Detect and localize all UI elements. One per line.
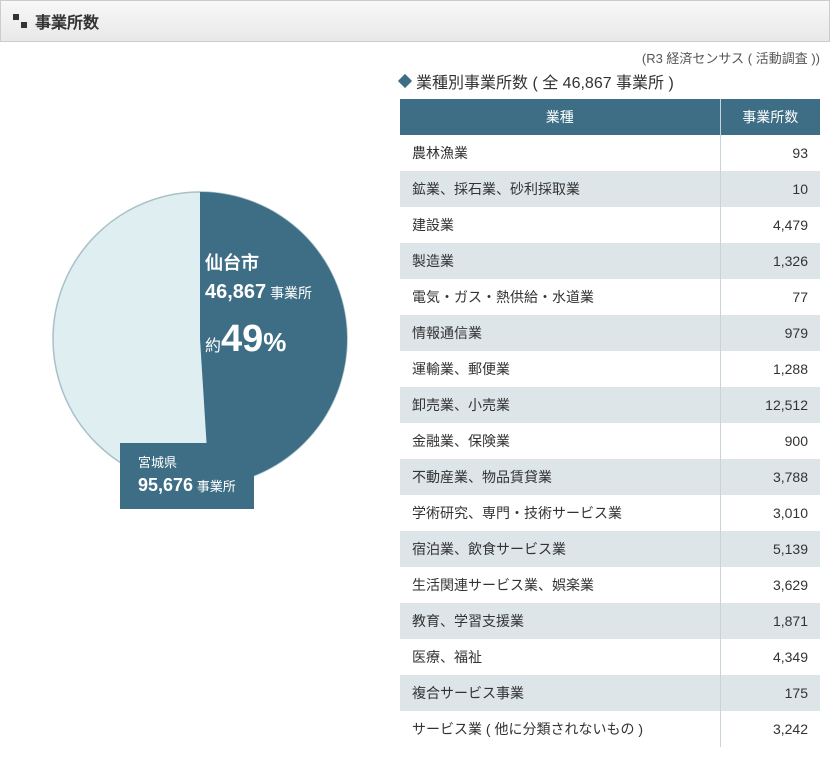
pref-name: 宮城県	[138, 453, 236, 473]
table-row: 医療、福祉4,349	[400, 639, 820, 675]
table-title: 業種別事業所数 ( 全 46,867 事業所 )	[400, 69, 820, 93]
cell-count: 1,288	[720, 351, 820, 387]
col-count: 事業所数	[720, 99, 820, 135]
table-row: 製造業1,326	[400, 243, 820, 279]
table-row: 金融業、保険業900	[400, 423, 820, 459]
cell-industry: 学術研究、専門・技術サービス業	[400, 495, 720, 531]
cell-count: 3,788	[720, 459, 820, 495]
cell-industry: 金融業、保険業	[400, 423, 720, 459]
cell-count: 1,871	[720, 603, 820, 639]
cell-industry: 医療、福祉	[400, 639, 720, 675]
cell-industry: 農林漁業	[400, 135, 720, 171]
table-row: 生活関連サービス業、娯楽業3,629	[400, 567, 820, 603]
cell-industry: 不動産業、物品賃貸業	[400, 459, 720, 495]
source-note: (R3 経済センサス ( 活動調査 ))	[0, 42, 830, 69]
table-row: 不動産業、物品賃貸業3,788	[400, 459, 820, 495]
table-row: 情報通信業979	[400, 315, 820, 351]
cell-industry: 鉱業、採石業、砂利採取業	[400, 171, 720, 207]
pie-city-name: 仙台市	[205, 249, 345, 275]
pie-panel: 仙台市 46,867 事業所 約49% 宮城県 95,676 事業所	[10, 69, 390, 747]
cell-count: 3,010	[720, 495, 820, 531]
cell-count: 979	[720, 315, 820, 351]
cell-count: 12,512	[720, 387, 820, 423]
table-row: 運輸業、郵便業1,288	[400, 351, 820, 387]
table-row: 電気・ガス・熱供給・水道業77	[400, 279, 820, 315]
cell-count: 175	[720, 675, 820, 711]
cell-industry: 運輸業、郵便業	[400, 351, 720, 387]
cell-industry: 製造業	[400, 243, 720, 279]
cell-count: 900	[720, 423, 820, 459]
cell-count: 77	[720, 279, 820, 315]
cell-industry: 複合サービス事業	[400, 675, 720, 711]
table-row: 鉱業、採石業、砂利採取業10	[400, 171, 820, 207]
table-row: サービス業 ( 他に分類されないもの )3,242	[400, 711, 820, 747]
prefecture-box: 宮城県 95,676 事業所	[120, 443, 254, 510]
cell-industry: サービス業 ( 他に分類されないもの )	[400, 711, 720, 747]
cell-count: 10	[720, 171, 820, 207]
industry-table: 業種 事業所数 農林漁業93鉱業、採石業、砂利採取業10建設業4,479製造業1…	[400, 99, 820, 747]
cell-industry: 電気・ガス・熱供給・水道業	[400, 279, 720, 315]
header-icon	[13, 14, 27, 28]
cell-count: 5,139	[720, 531, 820, 567]
cell-count: 4,479	[720, 207, 820, 243]
pie-percent: 約49%	[205, 318, 345, 361]
table-row: 教育、学習支援業1,871	[400, 603, 820, 639]
cell-count: 4,349	[720, 639, 820, 675]
cell-industry: 教育、学習支援業	[400, 603, 720, 639]
cell-count: 3,242	[720, 711, 820, 747]
cell-count: 1,326	[720, 243, 820, 279]
table-row: 宿泊業、飲食サービス業5,139	[400, 531, 820, 567]
diamond-icon	[398, 74, 412, 88]
table-row: 卸売業、小売業12,512	[400, 387, 820, 423]
pie-city-count: 46,867 事業所	[205, 281, 345, 304]
pie-center-labels: 仙台市 46,867 事業所 約49%	[205, 249, 345, 361]
pref-count: 95,676 事業所	[138, 472, 236, 499]
col-industry: 業種	[400, 99, 720, 135]
header-title: 事業所数	[35, 9, 99, 33]
table-row: 学術研究、専門・技術サービス業3,010	[400, 495, 820, 531]
cell-industry: 卸売業、小売業	[400, 387, 720, 423]
cell-industry: 情報通信業	[400, 315, 720, 351]
table-row: 建設業4,479	[400, 207, 820, 243]
section-header: 事業所数	[0, 0, 830, 42]
cell-industry: 宿泊業、飲食サービス業	[400, 531, 720, 567]
cell-industry: 生活関連サービス業、娯楽業	[400, 567, 720, 603]
cell-industry: 建設業	[400, 207, 720, 243]
cell-count: 3,629	[720, 567, 820, 603]
table-row: 農林漁業93	[400, 135, 820, 171]
cell-count: 93	[720, 135, 820, 171]
table-panel: 業種別事業所数 ( 全 46,867 事業所 ) 業種 事業所数 農林漁業93鉱…	[400, 69, 820, 747]
table-row: 複合サービス事業175	[400, 675, 820, 711]
